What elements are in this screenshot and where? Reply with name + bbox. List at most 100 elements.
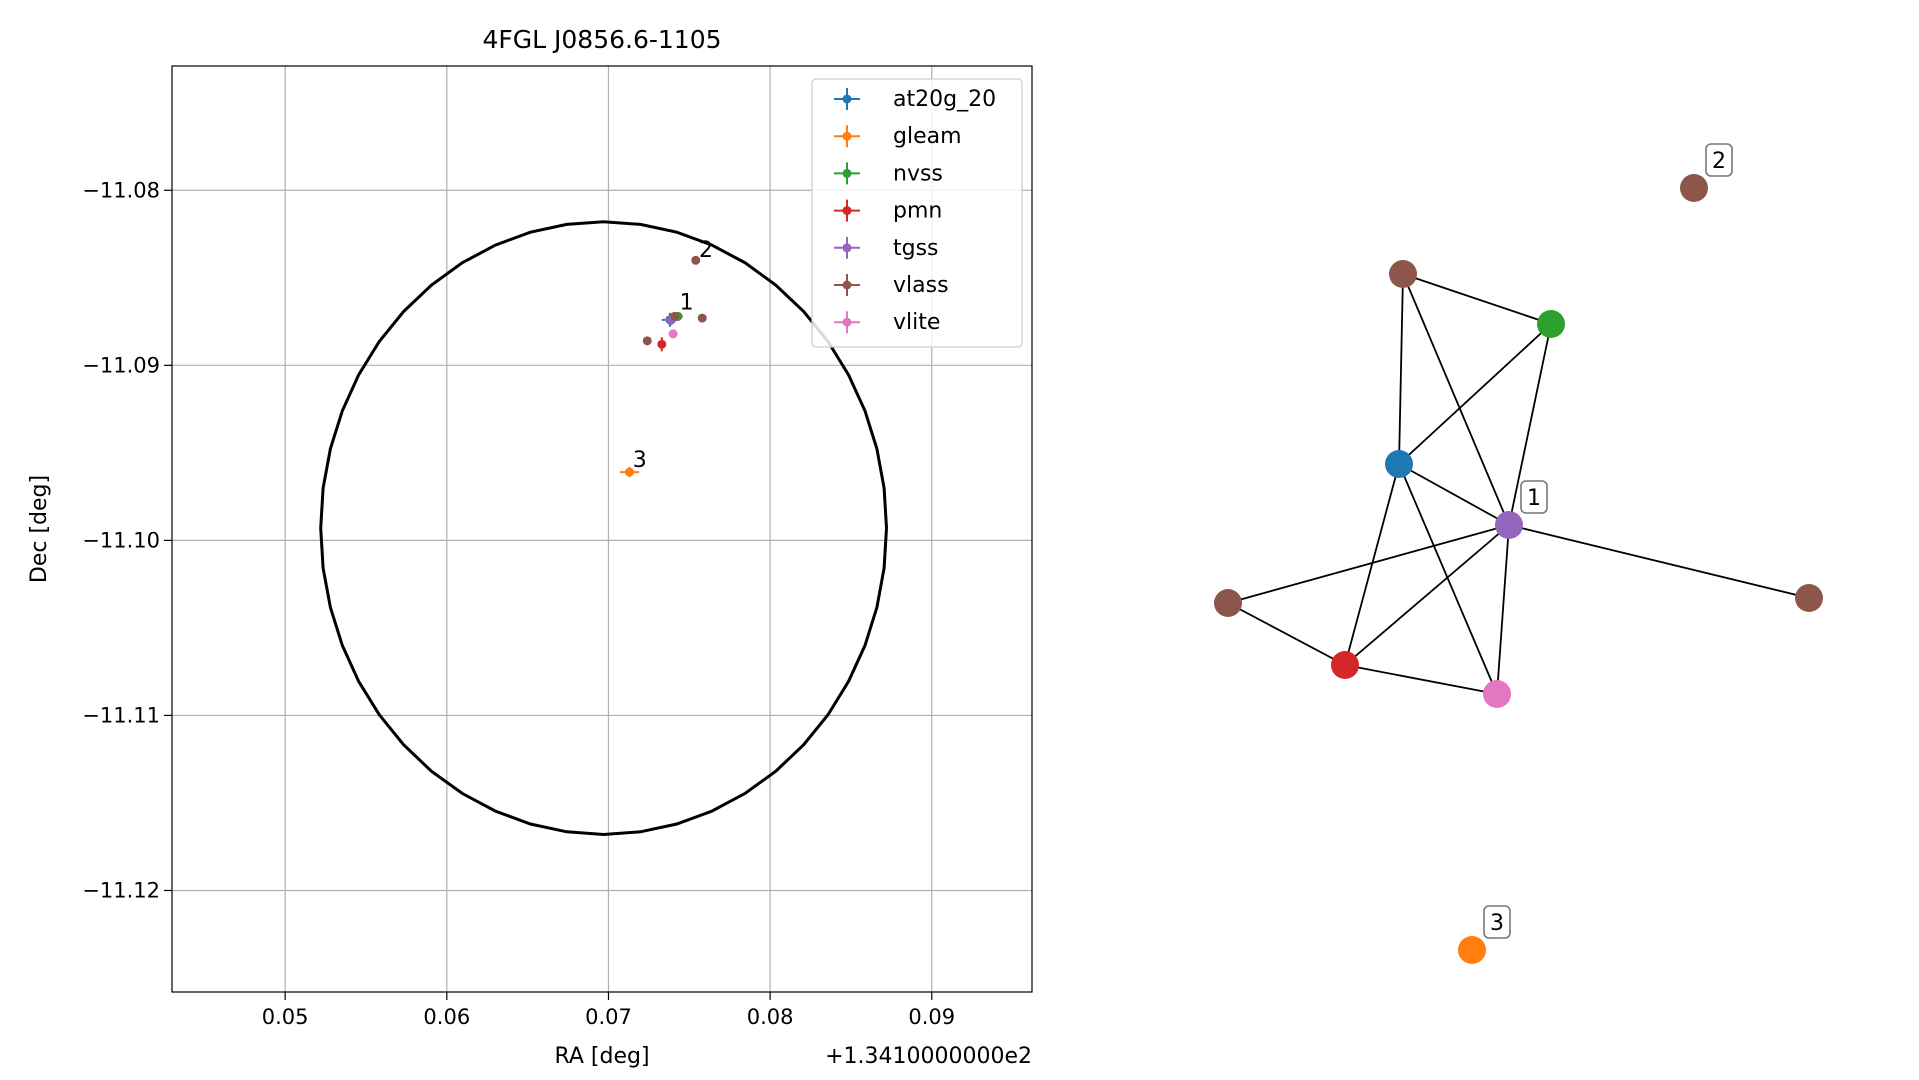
marker — [697, 313, 707, 323]
point-vlass — [691, 255, 701, 265]
point-vlass — [670, 311, 680, 321]
annotation-label: 3 — [633, 448, 647, 473]
edge — [1398, 463, 1498, 695]
marker — [642, 336, 652, 346]
legend-label: at20g_20 — [893, 87, 996, 112]
node-nvss — [1537, 310, 1565, 338]
node-vlass_iso — [1680, 174, 1708, 202]
legend-item-vlass: vlass — [834, 273, 949, 298]
label-box — [1705, 143, 1733, 177]
edge — [1402, 273, 1510, 526]
y-axis-label: Dec [deg] — [27, 475, 52, 583]
label-text: 1 — [1527, 486, 1541, 511]
network-graph: 1 2 3 — [1214, 143, 1823, 964]
legend-label: tgss — [893, 236, 939, 261]
marker — [691, 255, 701, 265]
legend-item-gleam: gleam — [834, 124, 962, 149]
axis-ticks: 0.05 0.06 0.07 0.08 0.09 −11.08 −11.09 −11.10 −1… — [82, 178, 955, 1029]
node-label-tgss: 1 — [1520, 480, 1548, 514]
legend-item-pmn: pmn — [834, 199, 942, 224]
label-box — [1483, 905, 1511, 939]
node-vlite — [1483, 680, 1511, 708]
ellipse-outline — [319, 220, 888, 837]
legend-marker-dot — [842, 168, 852, 178]
legend-marker-dot — [842, 131, 852, 141]
node-tgss — [1495, 511, 1523, 539]
legend-marker-dot — [842, 94, 852, 104]
edge — [1227, 602, 1346, 666]
graph-edges — [1227, 273, 1810, 695]
y-tick-label: −11.12 — [82, 878, 160, 902]
point-pmn — [657, 337, 667, 352]
x-tick-label: 0.08 — [747, 1005, 794, 1029]
annotation-label: 2 — [699, 238, 713, 263]
legend-label: nvss — [893, 161, 943, 186]
x-axis-offset-label: +1.3410000000e2 — [825, 1044, 1032, 1069]
point-vlass — [642, 336, 652, 346]
node-pmn — [1331, 651, 1359, 679]
node-at20g_20 — [1385, 450, 1413, 478]
y-tick-label: −11.11 — [82, 703, 160, 727]
edge — [1508, 323, 1552, 526]
plot-frame — [171, 65, 1033, 993]
x-tick-label: 0.05 — [262, 1005, 309, 1029]
annotation-label: 1 — [680, 290, 694, 315]
grid — [172, 66, 1032, 992]
label-box — [1520, 480, 1548, 514]
label-text: 2 — [1712, 149, 1726, 174]
node-vlass_left — [1214, 589, 1242, 617]
x-tick-label: 0.06 — [423, 1005, 470, 1029]
point-vlass — [697, 313, 707, 323]
legend-marker-dot — [842, 280, 852, 290]
edge — [1398, 463, 1510, 526]
x-axis-label: RA [deg] — [554, 1044, 649, 1069]
marker — [668, 329, 678, 339]
legend-marker-dot — [842, 317, 852, 327]
y-tick-label: −11.08 — [82, 178, 160, 202]
edge — [1398, 273, 1404, 465]
point-vlite — [668, 329, 678, 339]
edge — [1402, 273, 1552, 325]
legend-marker-dot — [842, 243, 852, 253]
point-gleam — [619, 466, 640, 478]
confidence-ellipse — [319, 220, 888, 837]
edge — [1344, 664, 1498, 695]
label-text: 3 — [1490, 911, 1504, 936]
node-labels: 1 2 3 — [1483, 143, 1733, 939]
y-tick-label: −11.10 — [82, 528, 160, 552]
marker — [657, 339, 667, 349]
legend-marker-dot — [842, 206, 852, 216]
legend-item-vlite: vlite — [834, 310, 940, 335]
legend-item-at20g_20: at20g_20 — [834, 87, 996, 112]
node-label-gleam: 3 — [1483, 905, 1511, 939]
edge — [1398, 323, 1552, 465]
point-annotations: 1 2 3 — [633, 238, 713, 473]
chart-title: 4FGL J0856.6-1105 — [482, 25, 721, 54]
node-label-vlass_iso: 2 — [1705, 143, 1733, 177]
scatter-plot: 1 2 3 0.05 0.06 0.07 0.08 0.09 −11.08 −11.09 −11.… — [27, 25, 1033, 1069]
marker — [624, 467, 634, 477]
legend-label: gleam — [893, 124, 962, 149]
x-tick-label: 0.09 — [908, 1005, 955, 1029]
x-tick-label: 0.07 — [585, 1005, 632, 1029]
legend-label: vlite — [893, 310, 940, 335]
edge — [1344, 463, 1400, 666]
node-gleam — [1458, 936, 1486, 964]
data-points — [619, 255, 707, 478]
node-vlass_right — [1795, 584, 1823, 612]
legend-label: vlass — [893, 273, 949, 298]
y-tick-label: −11.09 — [82, 353, 160, 377]
legend-item-tgss: tgss — [834, 236, 939, 261]
edge — [1227, 524, 1510, 604]
edge — [1508, 524, 1810, 599]
legend-item-nvss: nvss — [834, 161, 943, 186]
legend-label: pmn — [893, 199, 942, 224]
edge — [1496, 524, 1510, 695]
legend-box — [811, 78, 1023, 348]
edge — [1344, 524, 1510, 666]
node-vlass_top — [1389, 260, 1417, 288]
graph-nodes — [1214, 174, 1823, 964]
marker — [670, 311, 680, 321]
